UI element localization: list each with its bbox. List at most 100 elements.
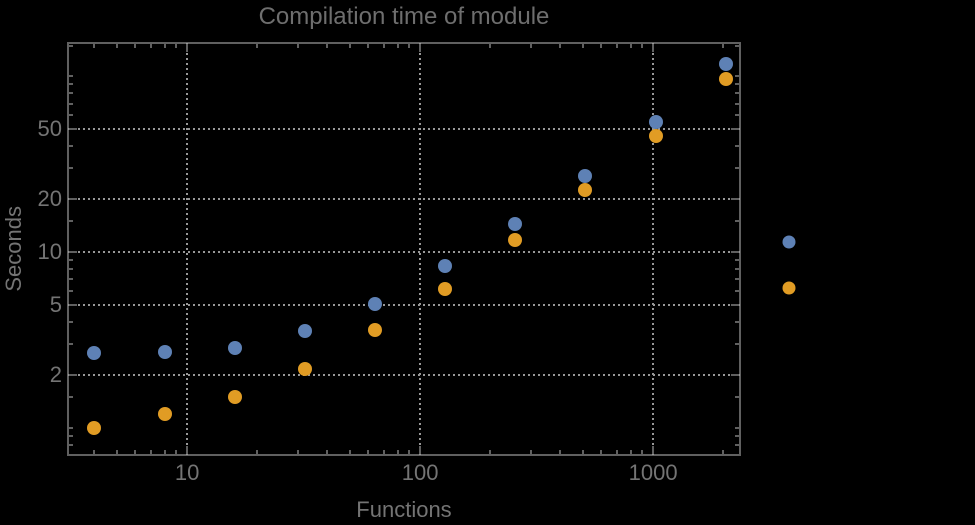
- y-tick-mark: [735, 167, 739, 170]
- legend-marker-orange: [782, 281, 796, 295]
- x-tick-mark: [186, 446, 189, 454]
- plot-frame: [67, 42, 741, 456]
- gridline-y-10: [68, 251, 740, 254]
- y-tick-mark: [69, 198, 77, 201]
- data-point-blue: [648, 115, 663, 130]
- y-tick-mark: [69, 373, 77, 376]
- y-tick-mark: [735, 278, 739, 281]
- x-tick-mark: [641, 450, 644, 454]
- y-tick-mark: [69, 303, 77, 306]
- x-tick-mark: [175, 450, 178, 454]
- y-tick-mark: [69, 114, 73, 117]
- y-tick-mark: [735, 290, 739, 293]
- x-tick-mark: [93, 44, 96, 48]
- data-point-orange: [718, 71, 733, 86]
- data-point-orange: [367, 323, 382, 338]
- x-tick-mark: [163, 44, 166, 48]
- x-tick-mark: [408, 44, 411, 48]
- x-tick-mark: [186, 44, 189, 52]
- x-tick-mark: [581, 44, 584, 48]
- y-tick-mark: [69, 321, 73, 324]
- y-tick-mark: [69, 259, 73, 262]
- data-point-orange: [508, 233, 523, 248]
- x-tick-mark: [383, 450, 386, 454]
- y-tick-mark: [69, 251, 77, 254]
- x-tick-mark: [367, 44, 370, 48]
- x-tick-mark: [722, 44, 725, 48]
- x-tick-mark: [396, 450, 399, 454]
- x-tick-mark: [530, 450, 533, 454]
- y-tick-mark: [735, 75, 739, 78]
- x-tick-mark: [722, 450, 725, 454]
- x-tick-mark: [629, 450, 632, 454]
- x-tick-mark: [349, 44, 351, 48]
- y-tick-label: 50: [37, 116, 62, 142]
- data-point-blue: [367, 297, 382, 312]
- y-tick-mark: [69, 83, 73, 86]
- x-tick-mark: [93, 450, 96, 454]
- gridline-y-20: [68, 198, 740, 201]
- data-point-orange: [578, 183, 593, 198]
- gridline-y-2: [68, 373, 740, 376]
- x-tick-label: 100: [401, 460, 439, 485]
- y-tick-mark: [69, 44, 73, 47]
- x-tick-mark: [530, 44, 533, 48]
- gridline-x-10: [186, 43, 189, 455]
- y-tick-mark: [69, 75, 73, 78]
- gridline-y-50: [68, 128, 740, 131]
- x-tick-mark: [134, 44, 137, 48]
- x-tick-mark: [326, 44, 329, 48]
- y-tick-mark: [69, 426, 73, 429]
- x-tick-mark: [297, 44, 300, 48]
- y-tick-mark: [735, 268, 739, 271]
- y-tick-mark: [69, 102, 73, 105]
- x-tick-mark: [489, 44, 492, 48]
- x-tick-mark: [581, 450, 584, 454]
- y-tick-mark: [69, 128, 77, 131]
- x-tick-mark: [163, 450, 166, 454]
- x-tick-mark: [256, 450, 259, 454]
- data-point-orange: [157, 406, 172, 421]
- x-tick-mark: [489, 450, 492, 454]
- x-tick-mark: [175, 44, 178, 48]
- x-tick-mark: [383, 44, 386, 48]
- x-tick-mark: [559, 44, 562, 48]
- x-tick-mark: [652, 44, 655, 52]
- gridline-x-1000: [652, 43, 655, 455]
- y-tick-mark: [69, 290, 73, 293]
- x-tick-mark: [419, 446, 422, 454]
- data-point-orange: [438, 281, 453, 296]
- y-tick-mark: [69, 342, 73, 345]
- legend-marker-blue: [782, 235, 796, 249]
- y-tick-mark: [735, 220, 739, 223]
- x-tick-mark: [419, 44, 422, 52]
- y-tick-mark: [69, 443, 73, 446]
- y-tick-mark: [735, 426, 739, 429]
- x-tick-mark: [629, 44, 632, 48]
- data-point-blue: [297, 324, 312, 339]
- y-tick-mark: [735, 395, 739, 398]
- y-tick-mark: [731, 198, 739, 201]
- y-tick-mark: [69, 167, 73, 170]
- y-tick-mark: [735, 83, 739, 86]
- x-tick-mark: [641, 44, 644, 48]
- y-tick-mark: [69, 268, 73, 271]
- y-tick-mark: [69, 92, 73, 95]
- x-tick-mark: [116, 450, 119, 454]
- y-tick-mark: [69, 278, 73, 281]
- x-tick-mark: [616, 44, 619, 48]
- data-point-blue: [87, 346, 102, 361]
- x-tick-mark: [326, 450, 329, 454]
- data-point-blue: [508, 217, 523, 232]
- data-point-orange: [648, 128, 663, 143]
- data-point-blue: [718, 56, 733, 71]
- x-tick-mark: [367, 450, 370, 454]
- y-tick-mark: [735, 114, 739, 117]
- y-tick-mark: [735, 321, 739, 324]
- x-tick-mark: [256, 44, 259, 48]
- y-tick-mark: [735, 102, 739, 105]
- data-point-blue: [438, 259, 453, 274]
- x-tick-label: 10: [174, 460, 200, 485]
- x-tick-mark: [134, 450, 137, 454]
- y-tick-label: 10: [37, 239, 62, 265]
